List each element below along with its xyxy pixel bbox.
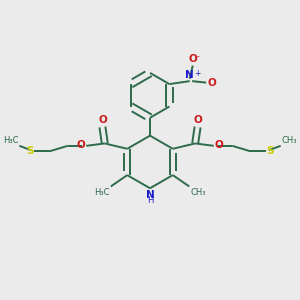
Text: N: N — [146, 190, 154, 200]
Text: H: H — [147, 196, 153, 205]
Text: CH₃: CH₃ — [282, 136, 297, 145]
Text: S: S — [267, 146, 274, 156]
Text: +: + — [194, 68, 201, 77]
Text: -: - — [197, 52, 200, 61]
Text: O: O — [76, 140, 85, 150]
Text: O: O — [98, 115, 107, 125]
Text: CH₃: CH₃ — [190, 188, 206, 197]
Text: H₃C: H₃C — [94, 188, 110, 197]
Text: O: O — [193, 115, 202, 125]
Text: N: N — [185, 70, 194, 80]
Text: H₃C: H₃C — [3, 136, 18, 145]
Text: S: S — [26, 146, 33, 156]
Text: O: O — [207, 78, 216, 88]
Text: O: O — [214, 140, 224, 150]
Text: O: O — [188, 54, 197, 64]
